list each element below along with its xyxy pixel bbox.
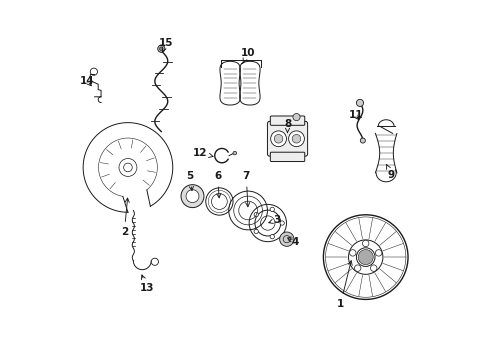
- FancyBboxPatch shape: [270, 116, 304, 125]
- Circle shape: [370, 265, 376, 271]
- Circle shape: [185, 190, 199, 203]
- Circle shape: [233, 151, 236, 155]
- Circle shape: [356, 99, 363, 107]
- Circle shape: [375, 250, 381, 256]
- Text: 3: 3: [268, 215, 280, 225]
- Text: 5: 5: [186, 171, 193, 190]
- Circle shape: [349, 250, 355, 256]
- Circle shape: [357, 249, 372, 265]
- Circle shape: [279, 232, 293, 246]
- FancyBboxPatch shape: [267, 121, 307, 156]
- Circle shape: [254, 212, 258, 217]
- Circle shape: [269, 207, 274, 212]
- Circle shape: [181, 185, 203, 208]
- Text: 4: 4: [287, 237, 298, 247]
- Text: 11: 11: [348, 111, 362, 121]
- Text: 14: 14: [80, 76, 95, 86]
- Text: 15: 15: [159, 38, 173, 52]
- Circle shape: [159, 47, 163, 50]
- Circle shape: [292, 134, 300, 143]
- Text: 1: 1: [336, 261, 351, 309]
- Circle shape: [280, 221, 284, 225]
- Circle shape: [354, 265, 360, 271]
- Circle shape: [254, 229, 258, 234]
- Text: 10: 10: [241, 48, 255, 63]
- Circle shape: [288, 131, 304, 147]
- Text: 6: 6: [214, 171, 221, 198]
- Text: 8: 8: [284, 120, 290, 132]
- Text: 2: 2: [121, 198, 129, 237]
- Circle shape: [362, 240, 368, 247]
- Text: 7: 7: [242, 171, 249, 207]
- Circle shape: [360, 138, 365, 143]
- Circle shape: [269, 234, 274, 239]
- Circle shape: [158, 45, 164, 52]
- FancyBboxPatch shape: [270, 152, 304, 162]
- Text: 12: 12: [192, 148, 213, 158]
- Text: 13: 13: [140, 275, 154, 293]
- Circle shape: [292, 113, 300, 121]
- Circle shape: [270, 131, 286, 147]
- Circle shape: [274, 134, 282, 143]
- Circle shape: [151, 258, 158, 265]
- Text: 9: 9: [386, 164, 394, 180]
